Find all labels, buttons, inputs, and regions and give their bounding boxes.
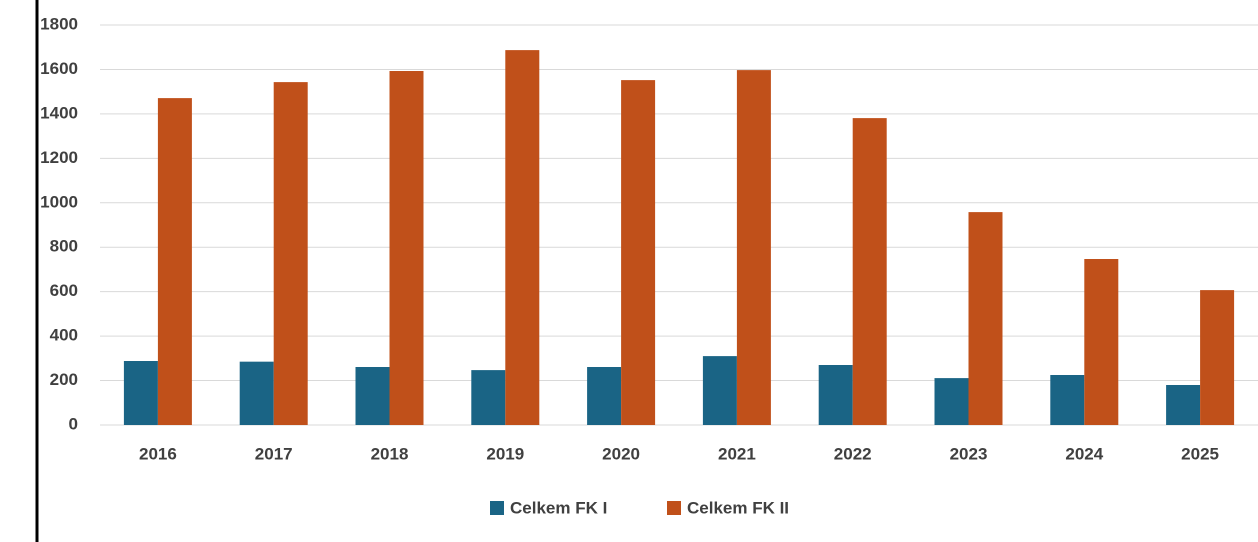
bar (1084, 259, 1119, 425)
y-tick-label: 0 (69, 414, 78, 433)
y-tick-label: 1800 (40, 14, 78, 33)
x-tick-label: 2017 (255, 444, 293, 463)
x-tick-label: 2020 (602, 444, 640, 463)
bar (852, 118, 887, 425)
bar (505, 50, 540, 425)
x-tick-label: 2018 (371, 444, 409, 463)
bar (471, 370, 506, 425)
y-tick-label: 200 (50, 370, 78, 389)
bar (621, 80, 656, 425)
x-tick-label: 2024 (1065, 444, 1103, 463)
frame-left (0, 0, 37, 542)
bar (1166, 385, 1201, 425)
bar (157, 98, 192, 425)
y-tick-label: 600 (50, 281, 78, 300)
legend-swatch (667, 501, 681, 515)
bar (1050, 375, 1085, 425)
x-tick-label: 2016 (139, 444, 177, 463)
y-tick-label: 800 (50, 237, 78, 256)
bar (968, 212, 1003, 425)
y-tick-label: 1000 (40, 192, 78, 211)
bar (239, 361, 274, 425)
x-tick-label: 2021 (718, 444, 756, 463)
x-tick-label: 2025 (1181, 444, 1219, 463)
legend-swatch (490, 501, 504, 515)
bar (934, 378, 969, 425)
bar (389, 71, 424, 425)
bar (273, 82, 308, 425)
x-tick-label: 2022 (834, 444, 872, 463)
bar (1200, 290, 1235, 425)
bar (355, 367, 390, 425)
y-tick-label: 1400 (40, 103, 78, 122)
y-tick-label: 1200 (40, 148, 78, 167)
bar (702, 356, 737, 425)
x-tick-label: 2023 (950, 444, 988, 463)
bar (818, 365, 853, 425)
legend-label: Celkem FK II (687, 498, 789, 517)
x-tick-label: 2019 (486, 444, 524, 463)
y-tick-label: 1600 (40, 59, 78, 78)
bar (587, 367, 622, 425)
bar (736, 70, 771, 425)
legend-label: Celkem FK I (510, 498, 607, 517)
y-tick-label: 400 (50, 326, 78, 345)
bar (123, 361, 158, 425)
